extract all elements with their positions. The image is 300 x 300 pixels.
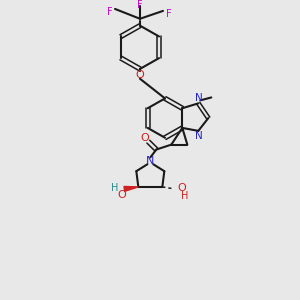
Text: O: O [177,183,186,193]
Text: N: N [195,93,203,103]
Text: F: F [137,0,143,10]
Polygon shape [124,186,138,191]
Text: O: O [140,133,149,143]
Text: H: H [111,183,118,193]
Text: F: F [107,7,113,17]
Text: O: O [117,190,126,200]
Text: F: F [166,9,172,19]
Text: O: O [136,70,144,80]
Text: N: N [146,156,154,166]
Text: N: N [195,131,203,141]
Text: H: H [181,191,188,201]
